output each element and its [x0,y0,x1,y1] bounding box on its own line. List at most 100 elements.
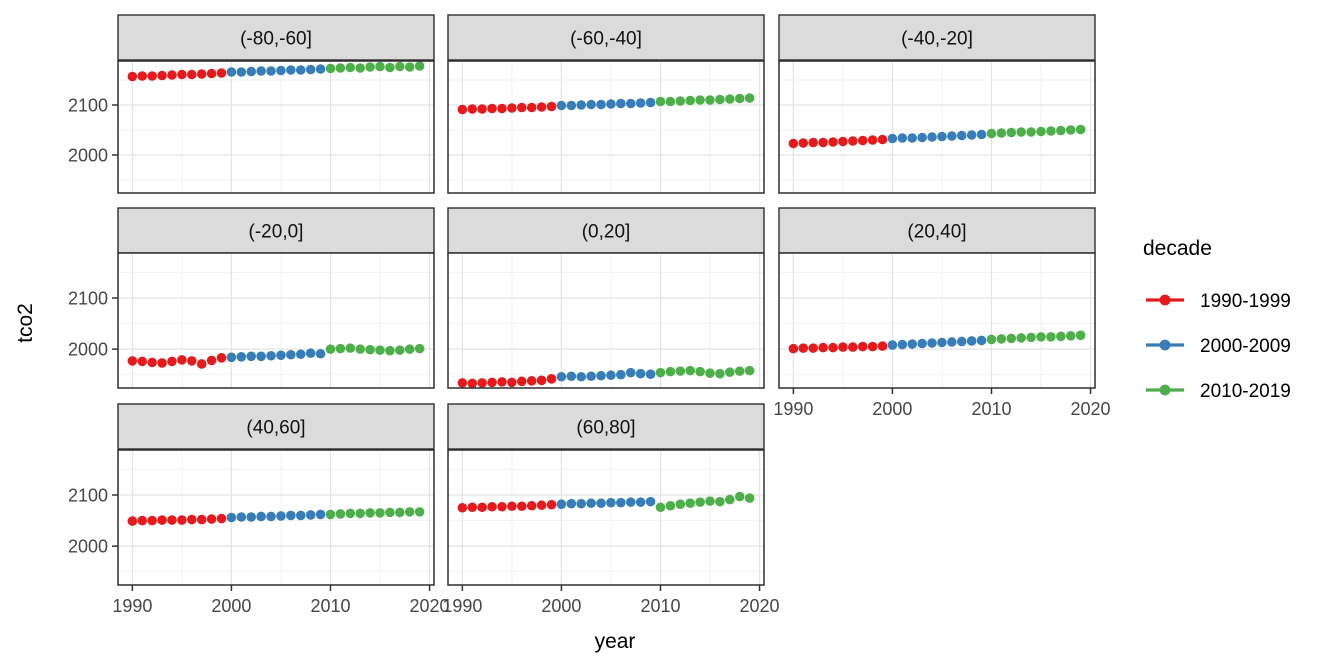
panel-border [117,60,435,194]
facet-strip-label: (40,60] [246,418,305,439]
x-tick-label: 2020 [1071,399,1111,419]
data-point [196,514,207,525]
data-point [695,366,705,377]
data-point [665,500,676,511]
data-point [127,71,138,82]
data-point [907,339,918,349]
data-point [315,348,326,359]
data-point [507,377,517,388]
data-point [395,507,405,518]
data-point [744,493,755,503]
data-point [355,344,366,354]
data-point [546,101,557,112]
panel-border [778,60,1096,194]
data-point [685,498,696,508]
facet-panel: (60,80] 1990 2000 2010 2020 [442,403,780,616]
legend-item-label: 2010-2019 [1200,381,1291,402]
data-point [516,102,527,113]
data-point [375,345,385,355]
data-point [867,135,878,145]
data-point [675,366,686,376]
data-point [157,358,167,368]
data-point [286,349,296,360]
data-point [167,356,177,367]
data-point [715,368,725,379]
facet-panel: (-60,-40] [447,14,765,194]
data-point [655,502,666,513]
data-point [685,365,696,376]
data-point [996,334,1007,344]
data-point [1036,332,1046,342]
data-point [497,501,507,512]
data-point [838,136,848,147]
data-point [226,67,237,77]
data-point [566,498,577,509]
data-point [375,61,385,72]
data-point [586,498,596,508]
data-point [734,93,745,104]
data-point [705,95,715,105]
data-point [295,510,306,521]
data-point [546,373,557,384]
data-point [256,66,266,76]
data-point [927,132,937,142]
data-point [818,342,828,353]
data-point [675,499,686,510]
data-point [887,340,898,350]
data-point [177,515,187,525]
x-tick-label: 2010 [310,596,350,616]
panel-background [779,253,1095,388]
facet-strip-label: (-80,-60] [240,29,312,50]
data-point [596,370,606,381]
facet-strip [778,207,1096,254]
data-point [526,376,537,386]
data-point [665,366,676,377]
facet-strip-label: (-20,0] [249,222,304,243]
data-point [1075,330,1086,341]
data-point [1056,125,1066,136]
y-axis-title: tco2 [14,303,37,343]
data-point [1046,332,1056,342]
data-point [625,98,636,109]
panel-background [118,253,434,388]
data-point [1016,333,1027,343]
data-point [305,510,316,520]
panel-border [447,60,765,194]
data-point [808,343,818,353]
data-point [675,96,686,106]
panel-background [448,253,764,388]
data-point [725,494,735,505]
data-point [335,63,346,73]
data-point [645,496,656,507]
data-point [157,70,167,81]
data-point [536,102,547,112]
data-point [196,359,207,369]
data-point [1036,126,1046,137]
x-axis-title: year [595,630,636,653]
facet-strip [117,207,435,254]
legend-key-point [1159,384,1171,396]
data-point [937,337,947,348]
panel-border [447,449,765,586]
data-point [1065,125,1076,135]
panel-background [779,61,1095,193]
data-point [385,62,395,73]
data-point [976,335,987,346]
x-tick-label: 2000 [211,596,251,616]
facet-strip-label: (60,80] [576,418,635,439]
data-point [477,104,487,114]
facet-strip [447,14,765,61]
data-point [266,350,276,361]
panel-border [778,252,1096,389]
data-point [325,63,336,74]
facet-strip-label: (20,40] [907,222,966,243]
x-tick-label: 2020 [410,596,450,616]
data-point [818,137,828,148]
data-point [385,345,395,356]
facet-strip [447,207,765,254]
panel-border [447,252,765,389]
data-point [497,377,507,387]
x-tick-label: 2010 [640,596,680,616]
data-point [877,134,888,145]
data-point [956,130,967,141]
